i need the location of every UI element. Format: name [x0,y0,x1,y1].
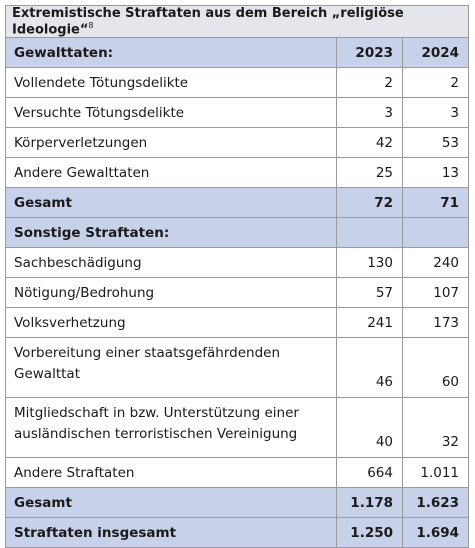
cell-value: 42 [336,127,403,159]
cell-value: 130 [336,247,403,279]
empty-cell [336,217,403,249]
cell-value: 1.178 [336,487,403,519]
cell-value: 3 [401,97,470,129]
cell-value: 60 [401,337,470,399]
section-label: Sonstige Straftaten: [5,217,337,249]
footnote-marker: 8 [88,21,94,30]
cell-value: 2 [401,67,470,99]
cell-value: 1.623 [401,487,470,519]
cell-value: 1.250 [336,517,403,548]
data-row: Mitgliedschaft in bzw. Unterstützung ein… [5,397,470,459]
empty-cell [401,217,470,249]
crime-table: Extremistische Straftaten aus dem Bereic… [4,4,470,548]
data-row: Volksverhetzung 241 173 [5,307,470,339]
data-row: Andere Straftaten 664 1.011 [5,457,470,489]
section-header: Gewalttaten: 2023 2024 [5,37,470,69]
data-row: Körperverletzungen 42 53 [5,127,470,159]
row-label: Nötigung/Bedrohung [5,277,337,309]
data-row: Vollendete Tötungsdelikte 2 2 [5,67,470,99]
cell-value: 2 [336,67,403,99]
cell-value: 107 [401,277,470,309]
data-row: Nötigung/Bedrohung 57 107 [5,277,470,309]
row-label: Körperverletzungen [5,127,337,159]
data-row: Sachbeschädigung 130 240 [5,247,470,279]
title-row: Extremistische Straftaten aus dem Bereic… [4,4,470,39]
cell-value: 1.011 [401,457,470,489]
cell-value: 173 [401,307,470,339]
data-row: Andere Gewalttaten 25 13 [5,157,470,189]
row-label: Vorbereitung einer staatsgefährdenden Ge… [5,337,337,399]
row-label: Sachbeschädigung [5,247,337,279]
row-label: Gesamt [5,487,337,519]
title-text: Extremistische Straftaten aus dem Bereic… [12,6,404,38]
cell-value: 72 [336,187,403,219]
row-label: Andere Straftaten [5,457,337,489]
row-label: Versuchte Tötungsdelikte [5,97,337,129]
row-label: Vollendete Tötungsdelikte [5,67,337,99]
cell-value: 57 [336,277,403,309]
cell-value: 25 [336,157,403,189]
cell-value: 53 [401,127,470,159]
cell-value: 1.694 [401,517,470,548]
cell-value: 40 [336,397,403,459]
cell-value: 240 [401,247,470,279]
total-row: Gesamt 72 71 [5,187,470,219]
year-header: 2023 [336,37,403,69]
cell-value: 32 [401,397,470,459]
row-label: Gesamt [5,187,337,219]
total-row: Gesamt 1.178 1.623 [5,487,470,519]
cell-value: 664 [336,457,403,489]
grand-total-row: Straftaten insgesamt 1.250 1.694 [5,517,470,548]
row-label: Andere Gewalttaten [5,157,337,189]
row-label: Mitgliedschaft in bzw. Unterstützung ein… [5,397,337,459]
table-title: Extremistische Straftaten aus dem Bereic… [4,4,470,39]
cell-value: 71 [401,187,470,219]
cell-value: 13 [401,157,470,189]
cell-value: 241 [336,307,403,339]
data-row: Versuchte Tötungsdelikte 3 3 [5,97,470,129]
row-label: Straftaten insgesamt [5,517,337,548]
cell-value: 3 [336,97,403,129]
row-label: Volksverhetzung [5,307,337,339]
year-header: 2024 [401,37,470,69]
data-row: Vorbereitung einer staatsgefährdenden Ge… [5,337,470,399]
cell-value: 46 [336,337,403,399]
section-header: Sonstige Straftaten: [5,217,470,249]
section-label: Gewalttaten: [5,37,337,69]
